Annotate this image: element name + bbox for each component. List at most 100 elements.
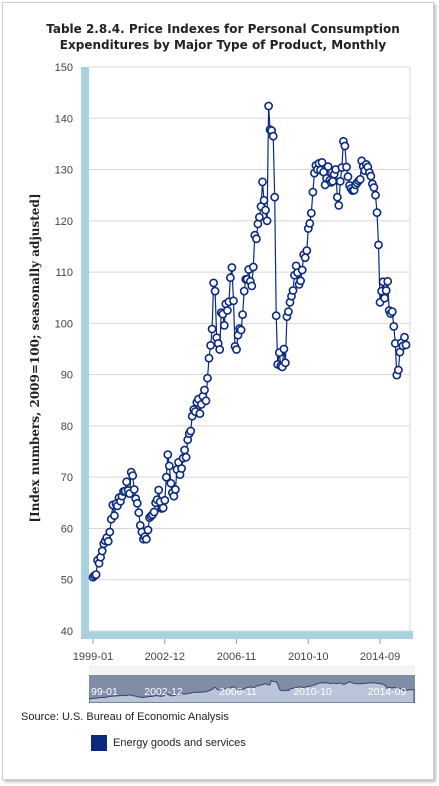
data-point (280, 358, 290, 368)
y-tick-label: 100 (55, 318, 73, 330)
data-point (134, 508, 144, 517)
data-point (387, 307, 397, 316)
navigator-tick-label: 2014-09 (368, 686, 407, 698)
data-point (334, 200, 344, 210)
y-tick-label: 40 (61, 626, 73, 638)
data-point (128, 471, 138, 480)
y-tick-label: 80 (61, 421, 73, 433)
data-point (393, 365, 403, 375)
data-point (372, 208, 382, 217)
data-point (209, 278, 218, 288)
y-tick-label: 110 (55, 267, 73, 279)
data-point (254, 212, 264, 222)
data-point (335, 176, 345, 186)
chart-title: Table 2.8.4. Price Indexes for Personal … (23, 21, 423, 53)
range-navigator[interactable]: 99-01 2002-12 2006-11 2010-10 2014-09 (89, 665, 415, 703)
data-point (332, 192, 342, 202)
y-axis-band (81, 67, 89, 631)
chart-title-line1: Table 2.8.4. Price Indexes for Personal … (46, 22, 400, 36)
data-point (247, 281, 257, 291)
data-point (132, 498, 142, 508)
legend-swatch (91, 735, 107, 751)
data-point (258, 177, 267, 187)
x-tick-label: 2006-11 (217, 651, 257, 663)
data-point (166, 478, 176, 488)
data-point (236, 325, 246, 335)
data-point (283, 307, 293, 316)
data-point (210, 286, 220, 296)
y-tick-label: 120 (55, 216, 73, 228)
data-point (143, 525, 153, 535)
navigator-tick-label: 2006-11 (219, 686, 257, 698)
navigator-tick-label: 99-01 (91, 686, 118, 698)
data-point (305, 218, 315, 228)
data-point (97, 546, 107, 556)
x-tick-label: 2002-12 (145, 651, 185, 663)
data-point (129, 485, 139, 494)
data-point (343, 172, 353, 182)
data-point (401, 340, 411, 350)
data-point (215, 345, 225, 354)
data-point (219, 320, 229, 330)
data-point (251, 234, 261, 244)
data-point (158, 503, 168, 513)
data-point (180, 445, 189, 455)
data-point (264, 101, 273, 111)
data-point (225, 273, 235, 283)
data-point (229, 296, 238, 306)
data-point (297, 265, 307, 275)
y-tick-label: 60 (61, 523, 73, 535)
navigator-tick-label: 2002-12 (144, 686, 183, 698)
data-point (181, 452, 191, 462)
data-point (105, 527, 115, 537)
data-point (141, 534, 151, 544)
data-point (296, 276, 305, 286)
legend[interactable]: Energy goods and services (91, 735, 246, 751)
data-point (91, 570, 101, 579)
y-tick-label: 130 (55, 165, 73, 177)
data-point (369, 183, 379, 192)
chart-frame: Table 2.8.4. Price Indexes for Personal … (2, 2, 434, 780)
data-point (371, 190, 380, 200)
data-point (161, 472, 171, 482)
data-point (317, 157, 327, 167)
data-point (279, 344, 289, 354)
x-tick-label: 1999-01 (73, 651, 113, 663)
y-tick-label: 150 (55, 62, 73, 74)
source-note: Source: U.S. Bureau of Economic Analysis (21, 711, 229, 723)
data-point (300, 253, 310, 263)
data-point (374, 240, 383, 250)
navigator-tick-label: 2010-10 (293, 686, 332, 698)
data-point (163, 450, 173, 459)
data-point (288, 286, 298, 295)
data-point (381, 286, 391, 295)
data-point (227, 263, 237, 272)
data-point (302, 246, 312, 255)
data-point (232, 345, 241, 354)
data-point (206, 340, 215, 350)
data-point (103, 536, 113, 546)
data-point (170, 485, 180, 494)
data-point (164, 461, 174, 471)
data-point (222, 306, 232, 315)
data-point (110, 511, 119, 520)
x-tick-label: 2010-10 (288, 651, 328, 663)
data-point (355, 174, 365, 184)
data-point (342, 162, 351, 172)
y-tick-label: 50 (61, 575, 73, 587)
data-point (177, 464, 186, 473)
data-point (238, 310, 247, 319)
data-point (259, 195, 269, 205)
data-point (204, 353, 214, 363)
data-point (270, 192, 280, 202)
data-point (389, 321, 399, 331)
data-point (248, 262, 258, 272)
data-point (186, 426, 196, 436)
data-point (239, 286, 249, 296)
data-point (207, 324, 217, 334)
data-point (323, 162, 333, 171)
x-tick-label: 2014-09 (360, 651, 400, 663)
legend-label: Energy goods and services (113, 737, 246, 749)
line-chart[interactable]: 40 50 60 70 80 90 100 110 120 130 140 150 1999-01 200… (3, 3, 433, 708)
data-point (200, 385, 209, 395)
